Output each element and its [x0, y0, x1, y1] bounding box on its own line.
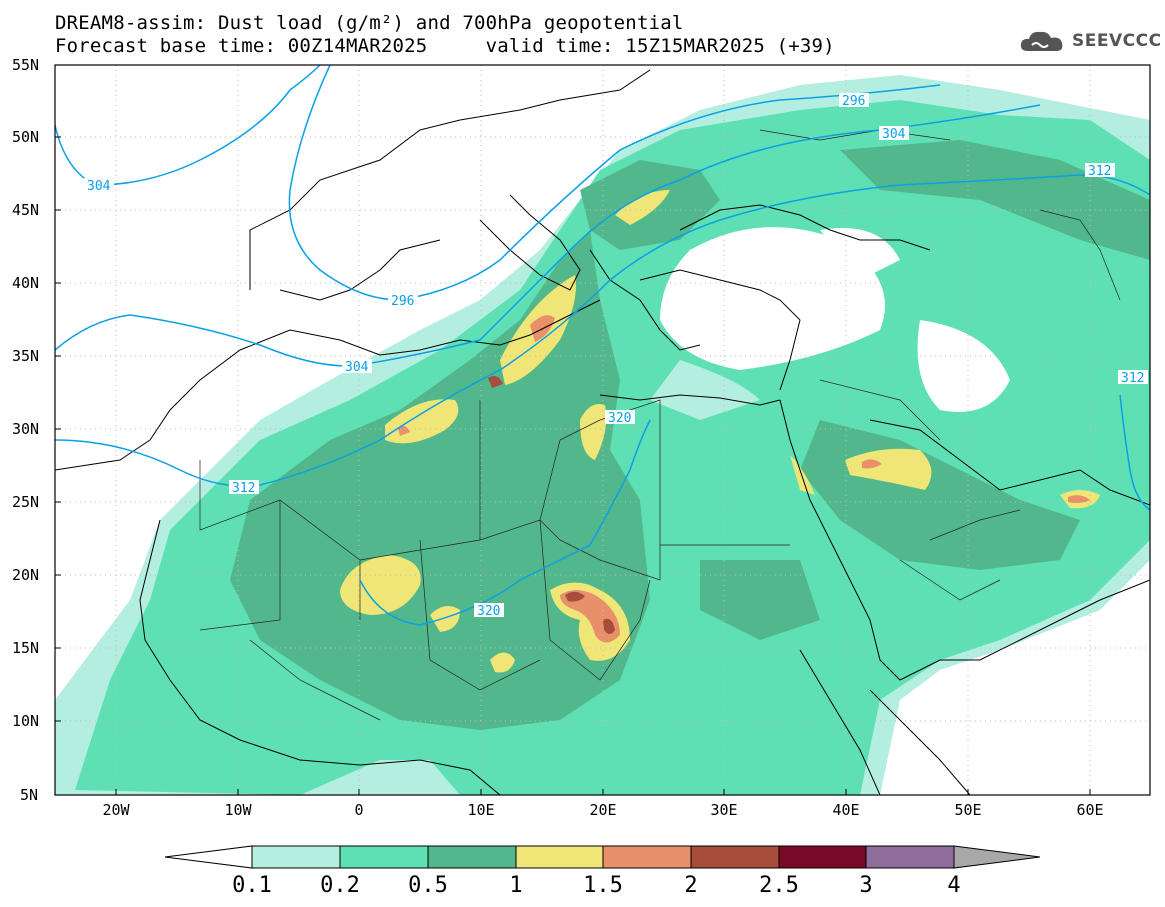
- colorbar: 0.1 0.2 0.5 1 1.5 2 2.5 3 4: [164, 845, 1041, 898]
- contour-label-304-north: 304: [882, 127, 906, 142]
- coastlines: [55, 69, 1150, 795]
- colorbar-label: 0.2: [320, 873, 360, 898]
- contour-label-296-west: 296: [391, 294, 414, 309]
- contour-label-296-north: 296: [842, 94, 865, 109]
- colorbar-swatch: [690, 845, 780, 869]
- lat-label: 30N: [12, 420, 39, 438]
- lon-label: 50E: [954, 801, 981, 819]
- contour-label-312-west: 312: [232, 481, 255, 496]
- map-title: DREAM8-assim: Dust load (g/m²) and 700hP…: [55, 12, 684, 34]
- contour-label-312-east: 312: [1088, 164, 1111, 179]
- geopotential-contours: [55, 65, 1150, 626]
- forecast-times: Forecast base time: 00Z14MAR2025 valid t…: [55, 35, 835, 57]
- contour-label-304-mid: 304: [345, 360, 369, 375]
- lat-label: 50N: [12, 128, 39, 146]
- lon-label: 20W: [102, 801, 130, 819]
- contour-labels: 296 304 312 320 296 304 304 312 312 320: [84, 93, 1148, 619]
- colorbar-label: 3: [859, 873, 872, 898]
- lat-label: 20N: [12, 566, 39, 584]
- colorbar-swatch: [515, 845, 604, 869]
- lon-label: 10W: [224, 801, 252, 819]
- logo-text: SEEVCCC: [1072, 31, 1162, 51]
- colorbar-swatch: [251, 845, 341, 869]
- cloud-logo-icon: [1020, 31, 1063, 51]
- lat-label: 5N: [20, 786, 38, 804]
- colorbar-label: 0.1: [232, 873, 272, 898]
- graticule: [55, 65, 1150, 795]
- lat-label: 40N: [12, 274, 39, 292]
- lat-label: 10N: [12, 712, 39, 730]
- lon-label: 40E: [832, 801, 859, 819]
- lon-label: 30E: [710, 801, 737, 819]
- lon-label: 10E: [467, 801, 494, 819]
- lon-label: 60E: [1076, 801, 1103, 819]
- colorbar-label: 2: [684, 873, 697, 898]
- lat-label: 25N: [12, 493, 39, 511]
- latitude-labels: 55N 50N 45N 40N 35N 30N 25N 20N 15N 10N …: [12, 56, 39, 804]
- contour-label-312-far-east: 312: [1121, 371, 1144, 386]
- colorbar-swatch: [865, 845, 955, 869]
- colorbar-swatch: [778, 845, 867, 869]
- seevccc-logo: SEEVCCC: [1018, 27, 1162, 55]
- colorbar-lower-arrow: [164, 845, 253, 869]
- contour-label-320-south: 320: [477, 604, 500, 619]
- lat-label: 55N: [12, 56, 39, 74]
- colorbar-label: 4: [947, 873, 960, 898]
- lon-label: 20E: [589, 801, 616, 819]
- colorbar-label: 0.5: [408, 873, 448, 898]
- lat-label: 45N: [12, 201, 39, 219]
- longitude-labels: 20W 10W 0 10E 20E 30E 40E 50E 60E: [102, 801, 1103, 819]
- lat-label: 15N: [12, 639, 39, 657]
- colorbar-label: 2.5: [759, 873, 799, 898]
- lat-label: 35N: [12, 347, 39, 365]
- colorbar-label: 1.5: [583, 873, 623, 898]
- colorbar-swatch: [602, 845, 692, 869]
- lon-label: 0: [354, 801, 363, 819]
- colorbar-upper-arrow: [953, 845, 1041, 869]
- colorbar-label: 1: [509, 873, 522, 898]
- tick-marks: [55, 64, 1091, 795]
- colorbar-swatch: [339, 845, 429, 869]
- contour-label-320-east: 320: [608, 411, 631, 426]
- colorbar-swatch: [427, 845, 517, 869]
- contour-label-304-west: 304: [87, 179, 111, 194]
